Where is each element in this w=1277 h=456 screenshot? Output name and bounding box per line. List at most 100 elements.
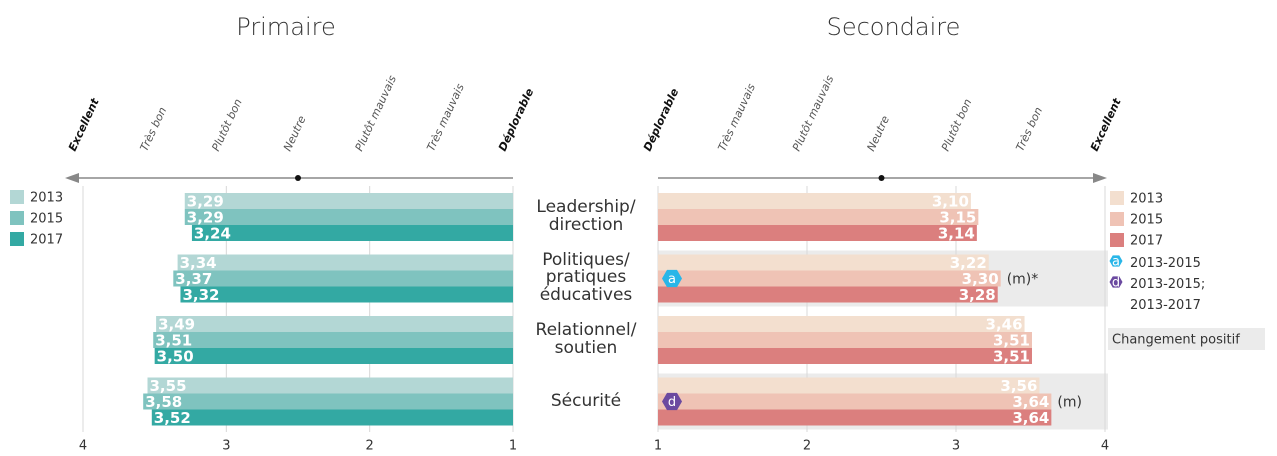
scale-label: Neutre <box>864 114 892 154</box>
bar <box>147 377 513 394</box>
scale-label: Très mauvais <box>715 82 758 154</box>
bar <box>658 209 979 225</box>
change-marker-shape <box>662 392 682 411</box>
value-label: 3,50 <box>157 348 194 366</box>
category-label: Relationnel/ soutien <box>535 320 637 358</box>
legend-label: 2017 <box>1130 234 1163 249</box>
bar <box>658 286 998 303</box>
midpoint-dot <box>878 175 885 181</box>
x-tick-label: 4 <box>1101 439 1109 454</box>
bar <box>658 254 989 271</box>
value-label: 3,51 <box>993 348 1030 366</box>
legend-swatch <box>10 211 24 225</box>
scale-label: Plutôt bon <box>939 97 975 153</box>
legend-swatch <box>1110 212 1124 226</box>
x-tick-label: 1 <box>654 439 662 454</box>
value-label: 3,15 <box>939 209 976 227</box>
bar <box>173 270 514 287</box>
legend-label: 2017 <box>30 233 63 248</box>
legend-label: 2013-2015; 2013-2017 <box>1130 277 1206 313</box>
legend-symbol-shape <box>1109 255 1123 267</box>
legend-label: 2013-2015 <box>1130 256 1201 271</box>
value-label: 3,58 <box>145 393 182 411</box>
bar <box>658 348 1032 364</box>
legend-swatch <box>10 190 24 204</box>
bar <box>191 225 513 241</box>
scale-label: Déplorable <box>641 86 682 153</box>
value-label: 3,37 <box>175 270 212 288</box>
bar <box>658 377 1040 394</box>
x-tick-label: 2 <box>803 439 811 454</box>
bar <box>658 225 977 241</box>
x-tick-label: 2 <box>366 439 374 454</box>
bar <box>151 409 514 426</box>
change-marker: a <box>668 272 676 287</box>
value-label: 3,29 <box>187 209 224 227</box>
scale-label: Très bon <box>138 105 170 153</box>
legend-symbol-shape <box>1109 276 1123 288</box>
scale-label: Excellent <box>66 96 102 154</box>
bar <box>658 393 1052 410</box>
scale-label: Plutôt mauvais <box>790 73 837 153</box>
value-label: 3,64 <box>1012 409 1049 427</box>
bar <box>658 332 1032 348</box>
value-label: 3,28 <box>959 286 996 304</box>
bar <box>156 316 513 332</box>
x-tick-label: 3 <box>222 439 230 454</box>
value-label: 3,49 <box>158 316 195 334</box>
category-label: Sécurité <box>550 390 622 411</box>
bar <box>143 393 513 410</box>
bar <box>184 193 513 209</box>
scale-label: Plutôt bon <box>209 97 245 153</box>
legend-swatch <box>10 232 24 246</box>
legend-symbol: a <box>1112 255 1120 270</box>
value-label: 3,29 <box>187 193 224 211</box>
legend-label: 2015 <box>1130 213 1163 228</box>
bar <box>184 209 513 225</box>
legend-label: 2013 <box>1130 192 1163 207</box>
arrow-head <box>65 173 79 183</box>
panel-title: Primaire <box>236 13 335 41</box>
arrow-head <box>1093 173 1107 183</box>
change-marker: d <box>668 395 676 410</box>
value-label: 3,10 <box>932 193 969 211</box>
x-tick-label: 3 <box>952 439 960 454</box>
legend-symbol: d <box>1112 276 1120 291</box>
change-marker-shape <box>662 269 682 288</box>
scale-label: Plutôt mauvais <box>353 73 400 153</box>
value-label: 3,55 <box>150 377 187 395</box>
x-tick-label: 1 <box>509 439 517 454</box>
value-label: 3,22 <box>950 254 987 272</box>
x-tick-label: 4 <box>79 439 87 454</box>
value-label: 3,52 <box>154 409 191 427</box>
scale-label: Excellent <box>1088 96 1124 154</box>
midpoint-dot <box>295 175 301 181</box>
value-label: 3,51 <box>155 332 192 350</box>
category-label: Politiques/ pratiques éducatives <box>539 249 633 306</box>
bar <box>154 348 513 364</box>
note: (m)* <box>1007 272 1039 288</box>
bar <box>177 254 513 271</box>
value-label: 3,46 <box>986 316 1023 334</box>
bar <box>180 286 513 303</box>
scale-label: Neutre <box>281 114 309 154</box>
legend-swatch <box>1110 191 1124 205</box>
highlight-legend <box>1108 328 1265 350</box>
value-label: 3,30 <box>962 270 999 288</box>
scale-label: Très mauvais <box>424 82 467 154</box>
legend-label: 2015 <box>30 212 63 227</box>
bar <box>658 409 1052 426</box>
value-label: 3,32 <box>182 286 219 304</box>
value-label: 3,56 <box>1000 377 1037 395</box>
panel-title: Secondaire <box>827 13 961 41</box>
value-label: 3,14 <box>938 225 975 243</box>
value-label: 3,51 <box>993 332 1030 350</box>
bar <box>658 270 1001 287</box>
value-label: 3,34 <box>180 254 217 272</box>
legend-swatch <box>1110 233 1124 247</box>
category-label: Leadership/ direction <box>536 197 636 235</box>
highlight-legend-label: Changement positif <box>1112 333 1240 348</box>
legend-label: 2013 <box>30 191 63 206</box>
